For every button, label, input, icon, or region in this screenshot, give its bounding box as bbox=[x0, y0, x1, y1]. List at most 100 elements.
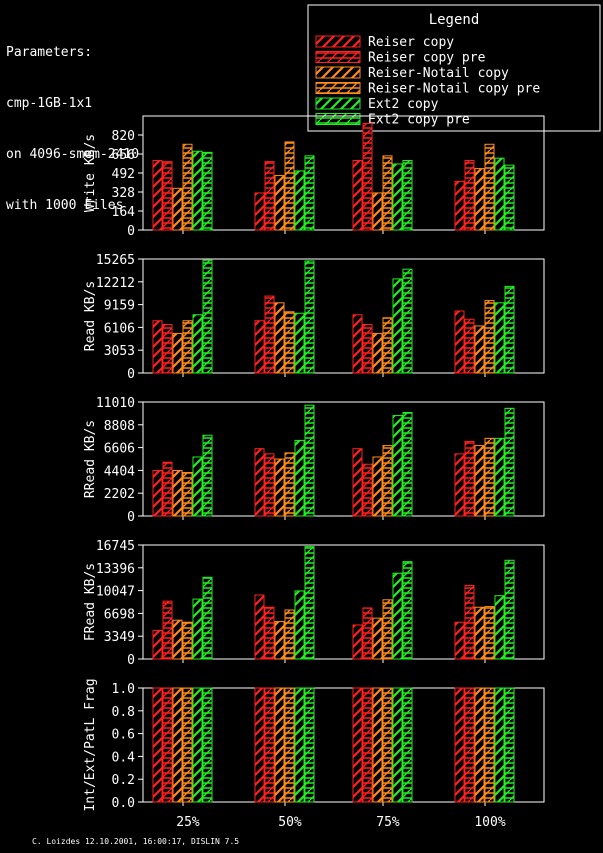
y-tick-label: 656 bbox=[112, 148, 135, 163]
bar bbox=[464, 687, 475, 803]
plot-frame bbox=[142, 544, 545, 660]
y-tick-label: 0 bbox=[127, 653, 135, 668]
bar bbox=[152, 320, 163, 374]
bar bbox=[284, 687, 295, 803]
bar bbox=[182, 143, 193, 231]
y-tick-label: 16745 bbox=[96, 539, 135, 554]
bar bbox=[352, 159, 363, 231]
y-tick-label: 6606 bbox=[104, 442, 135, 457]
bar bbox=[494, 687, 505, 803]
legend-label: Ext2 copy bbox=[368, 97, 439, 112]
bar bbox=[192, 687, 203, 803]
legend-label: Reiser copy pre bbox=[368, 51, 486, 66]
y-tick-label: 6698 bbox=[104, 607, 135, 622]
chart-panel: 0 3053 6106 9159 12212 15265 Read KB/s bbox=[83, 253, 545, 382]
bar bbox=[152, 629, 163, 660]
plot-frame bbox=[142, 401, 545, 517]
bar bbox=[454, 453, 465, 517]
bar bbox=[392, 687, 403, 803]
chart-panel: 0 164 328 492 656 820 Write KB/s bbox=[83, 115, 545, 239]
bar bbox=[274, 302, 285, 374]
chart-panel: 0.0 0.2 0.4 0.6 0.8 1.0 Int/Ext/PatL Frag 25% 50… bbox=[83, 678, 545, 830]
bar bbox=[382, 599, 393, 660]
bar bbox=[382, 155, 393, 231]
param-line-3: on 4096-smem-2410 bbox=[6, 147, 140, 162]
bar bbox=[202, 576, 213, 660]
bar bbox=[152, 159, 163, 231]
legend-swatch bbox=[315, 35, 361, 48]
legend-swatch bbox=[315, 97, 361, 110]
bar bbox=[464, 440, 475, 517]
bar bbox=[202, 687, 213, 803]
bar bbox=[274, 621, 285, 660]
bar bbox=[182, 472, 193, 517]
y-tick-label: 164 bbox=[112, 205, 136, 220]
bar bbox=[152, 469, 163, 517]
bar bbox=[304, 155, 315, 231]
y-tick-label: 492 bbox=[112, 167, 135, 182]
bar bbox=[362, 463, 373, 517]
bar bbox=[264, 687, 275, 803]
bar bbox=[504, 285, 515, 374]
legend-box bbox=[307, 4, 601, 132]
bar bbox=[454, 310, 465, 374]
bar bbox=[192, 598, 203, 660]
bar bbox=[172, 619, 183, 660]
bar bbox=[494, 595, 505, 660]
bar bbox=[454, 687, 465, 803]
bar bbox=[172, 687, 183, 803]
bar bbox=[304, 546, 315, 660]
bar bbox=[494, 157, 505, 231]
bar bbox=[352, 624, 363, 660]
bar bbox=[274, 175, 285, 231]
bar bbox=[372, 456, 383, 517]
bar bbox=[474, 445, 485, 517]
y-tick-label: 10047 bbox=[96, 585, 135, 600]
bar bbox=[362, 323, 373, 374]
bar bbox=[274, 687, 285, 803]
y-axis-label: Int/Ext/PatL Frag bbox=[83, 678, 98, 811]
x-tick-label: 50% bbox=[278, 815, 302, 830]
bar bbox=[264, 295, 275, 374]
y-tick-label: 0.8 bbox=[112, 705, 135, 720]
chart-panel: 0 3349 6698 10047 13396 16745 FRead KB/s bbox=[83, 539, 545, 668]
bar bbox=[484, 437, 495, 517]
bar bbox=[362, 607, 373, 660]
bar bbox=[392, 163, 403, 231]
param-line-4: with 1000 Files bbox=[6, 198, 124, 213]
bar bbox=[284, 311, 295, 374]
bar bbox=[402, 159, 413, 231]
bar bbox=[294, 590, 305, 660]
bar bbox=[254, 687, 265, 803]
bar bbox=[202, 259, 213, 374]
param-line-1: Parameters: bbox=[6, 45, 93, 60]
bar bbox=[202, 151, 213, 231]
bar bbox=[484, 300, 495, 374]
y-axis-label: RRead KB/s bbox=[83, 420, 98, 498]
bar bbox=[172, 469, 183, 517]
y-axis-label: Write KB/s bbox=[83, 134, 98, 212]
plot-frame bbox=[142, 258, 545, 374]
bar bbox=[182, 621, 193, 660]
bar bbox=[254, 192, 265, 231]
bar bbox=[294, 687, 305, 803]
bar bbox=[474, 325, 485, 374]
y-tick-label: 9159 bbox=[104, 299, 135, 314]
bar bbox=[392, 572, 403, 660]
bar bbox=[504, 687, 515, 803]
bar bbox=[172, 187, 183, 231]
bar bbox=[162, 687, 173, 803]
y-tick-label: 0.6 bbox=[112, 728, 135, 743]
bar bbox=[474, 606, 485, 660]
bar bbox=[352, 314, 363, 374]
bar bbox=[402, 561, 413, 660]
bar bbox=[264, 606, 275, 660]
y-tick-label: 0.2 bbox=[112, 773, 135, 788]
y-tick-label: 0.0 bbox=[112, 796, 135, 811]
bar bbox=[352, 687, 363, 803]
bar bbox=[382, 445, 393, 517]
y-tick-label: 15265 bbox=[96, 253, 135, 268]
legend-label: Ext2 copy pre bbox=[368, 113, 470, 128]
